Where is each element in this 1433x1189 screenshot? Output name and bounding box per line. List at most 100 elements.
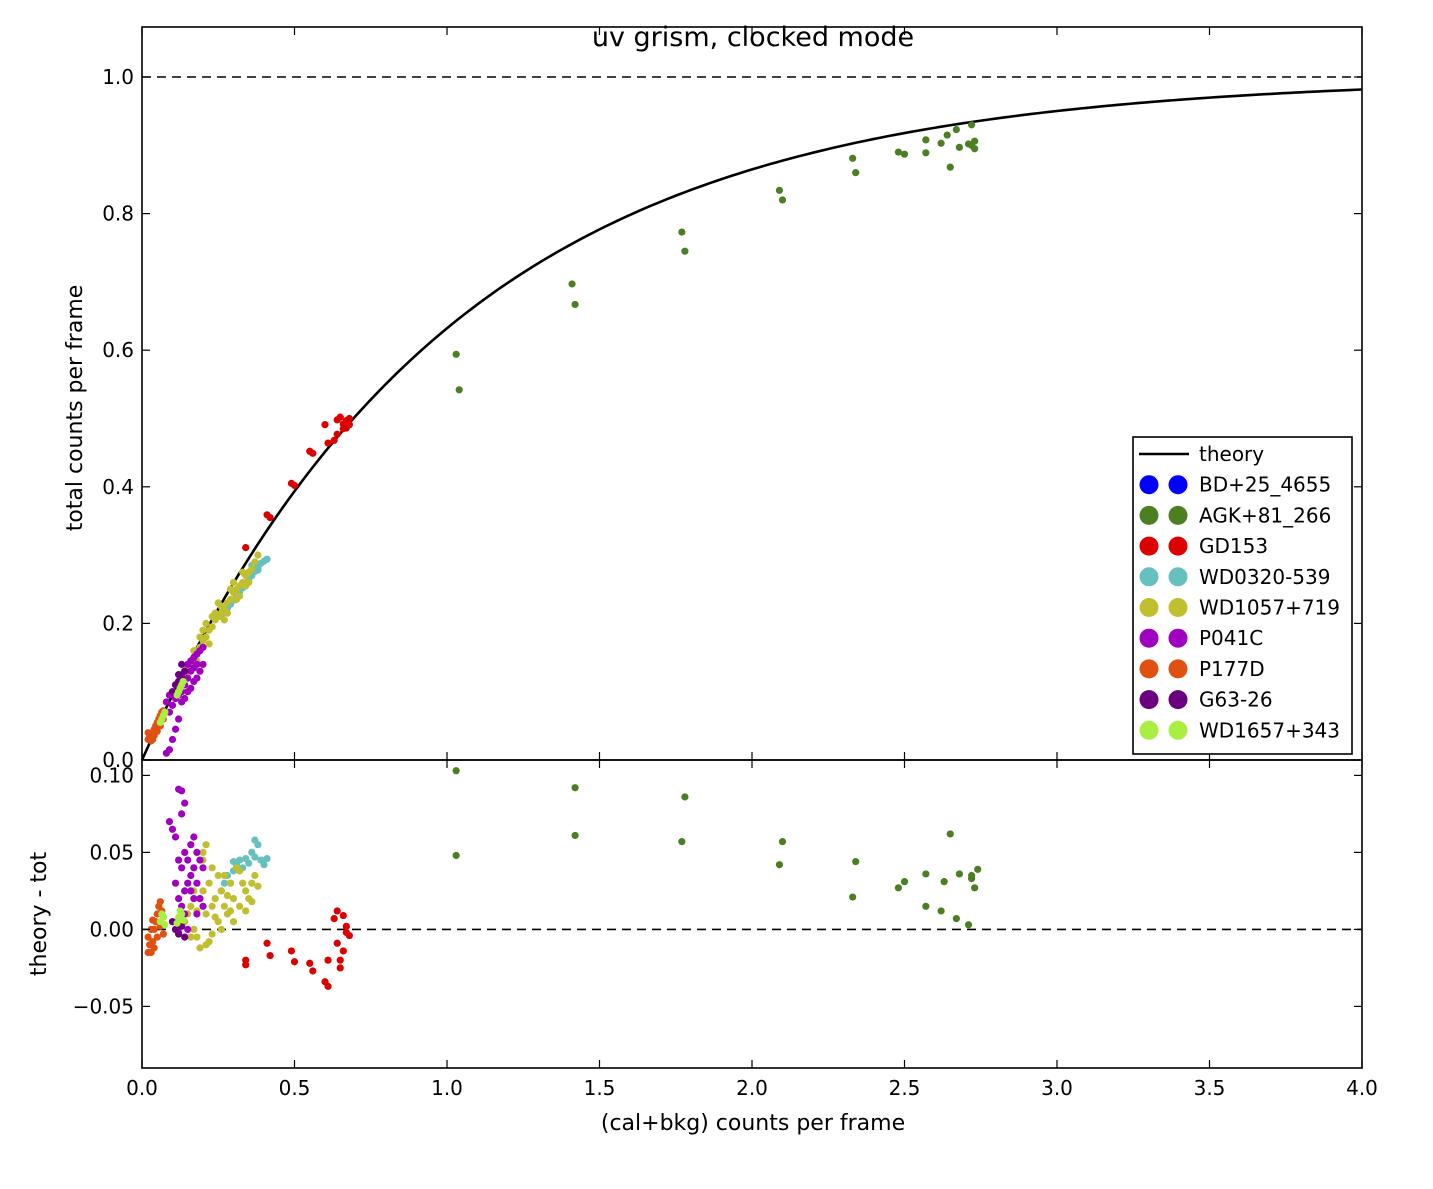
data-point [852,169,860,177]
data-point [254,566,262,574]
data-point [254,882,262,890]
data-point [187,871,195,880]
data-point [568,280,576,288]
y-tick-label: 0.10 [89,763,134,787]
data-point [178,787,186,795]
data-point [226,585,235,593]
data-point [940,878,948,886]
data-point [971,137,979,145]
data-point [242,543,250,552]
data-point [336,413,344,421]
data-point [955,870,964,878]
legend-label: G63-26 [1199,688,1273,712]
data-point [171,725,180,733]
data-point [178,864,186,872]
main-plot-area: 0.0 0.2 0.4 0.6 0.8 1.0 [102,26,1363,772]
data-point [852,858,860,866]
data-point [179,916,187,924]
data-point [181,887,189,895]
data-point [330,436,338,444]
legend-marker [1168,690,1188,710]
data-point [208,612,216,621]
data-point [324,982,332,990]
data-point [236,902,244,910]
data-point [775,186,784,194]
data-point [199,864,207,872]
data-point [181,799,189,807]
data-point [208,623,216,631]
data-point [242,907,250,915]
data-point [324,439,332,447]
data-point [223,891,231,900]
data-point [150,944,158,952]
data-point [205,938,213,946]
data-point [236,592,244,600]
data-point [190,833,198,841]
data-point [147,925,155,934]
panel-content [142,76,1362,760]
data-point [778,838,787,846]
data-point [168,701,177,709]
data-point [894,148,903,156]
data-point [309,449,317,457]
data-point [922,149,930,157]
data-point [681,793,689,801]
data-point [193,660,201,668]
y-tick-label: 0.00 [89,917,134,941]
data-point [452,350,460,358]
data-point [181,667,189,675]
data-point [955,143,964,151]
data-point [946,163,954,171]
data-point [196,895,204,903]
legend-marker [1139,536,1159,556]
legend-label: WD0320-539 [1199,565,1330,589]
data-point [199,902,207,910]
data-point [900,150,909,158]
data-point [208,930,216,938]
data-point [968,121,976,129]
data-point [202,910,210,918]
y-tick-label: −0.05 [73,994,134,1018]
legend-marker [1139,628,1159,648]
data-point [849,154,857,162]
data-point [971,145,979,153]
data-point [199,887,207,895]
data-point [236,856,244,864]
data-point [193,933,201,941]
x-tick-label: 2.0 [736,1076,768,1100]
data-point [168,825,177,833]
x-tick-label: 3.0 [1041,1076,1073,1100]
data-point [226,879,235,887]
data-point [144,933,152,941]
data-point [248,898,256,906]
x-tick-label: 4.0 [1346,1076,1378,1100]
data-point [922,136,930,144]
data-point [199,643,207,651]
data-point [175,671,183,679]
data-point [220,879,228,887]
data-point [242,961,250,969]
legend-marker [1139,690,1159,710]
series-wd1657-343 [156,907,187,929]
data-point [952,915,960,923]
data-point [306,959,314,967]
residual-y-axis-label: theory - tot [27,851,52,976]
series-gd153 [242,413,353,552]
data-point [345,931,353,940]
data-point [678,228,686,236]
data-point [153,727,161,735]
x-tick-label: 0.5 [279,1076,311,1100]
data-point [251,853,259,861]
data-point [156,898,164,906]
data-point [455,386,463,394]
data-point [937,907,945,915]
legend-marker [1168,628,1188,648]
legend-marker [1168,659,1188,679]
data-point [251,871,259,880]
x-tick-label: 1.5 [584,1076,616,1100]
data-point [309,967,317,975]
data-point [571,300,579,309]
data-point [190,925,198,934]
y-tick-label: 0.4 [102,475,134,499]
